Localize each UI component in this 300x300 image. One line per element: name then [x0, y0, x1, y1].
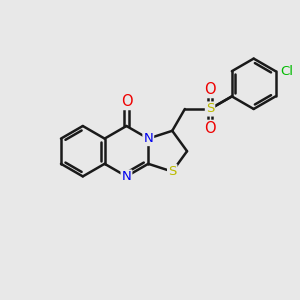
Text: O: O	[204, 121, 216, 136]
Text: N: N	[122, 170, 131, 184]
Text: S: S	[206, 103, 214, 116]
Text: S: S	[168, 165, 176, 178]
Text: N: N	[143, 132, 153, 145]
Text: O: O	[204, 82, 216, 97]
Text: O: O	[121, 94, 132, 109]
Text: Cl: Cl	[280, 65, 293, 78]
